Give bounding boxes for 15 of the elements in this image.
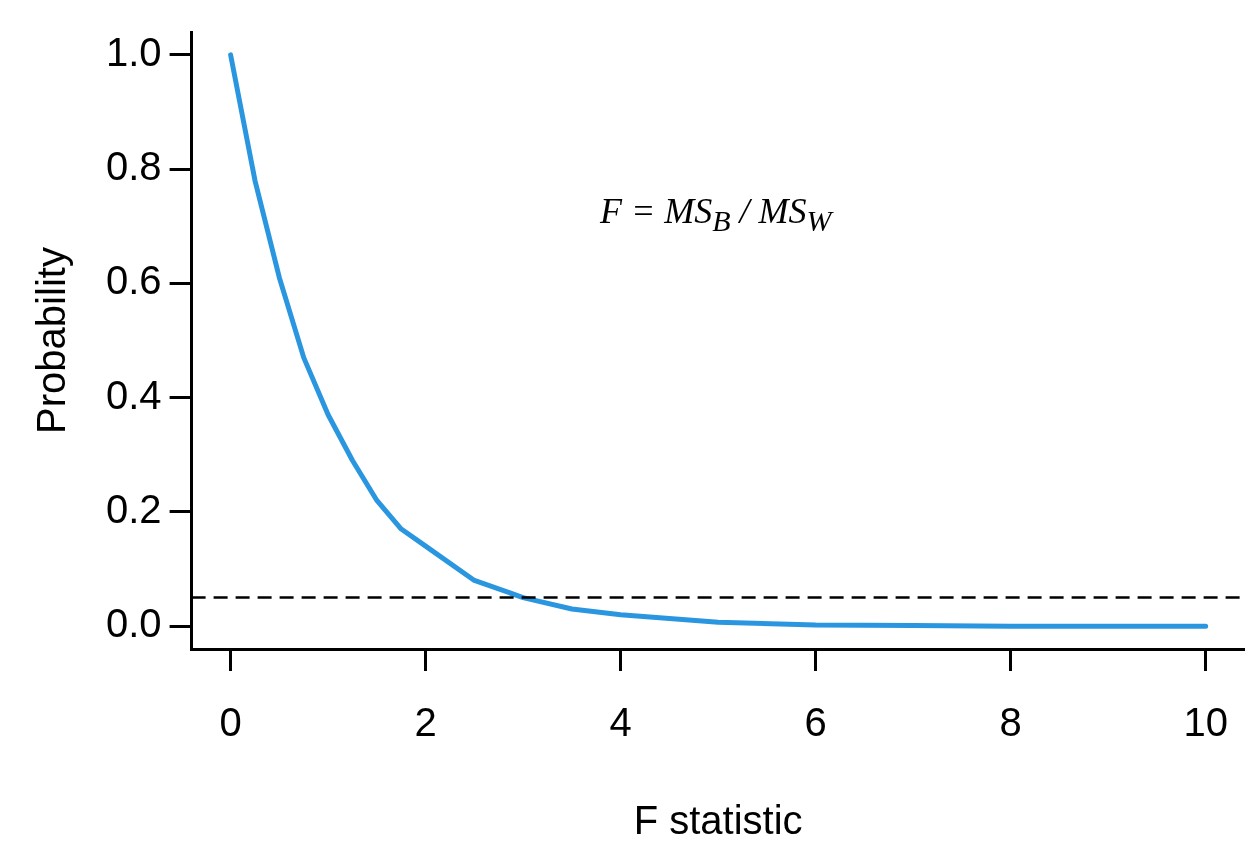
- x-tick-label: 0: [219, 700, 242, 745]
- y-tick-label: 0.4: [106, 372, 162, 417]
- x-axis-title: F statistic: [633, 798, 803, 843]
- y-tick-label: 0.2: [106, 486, 162, 531]
- x-tick-label: 8: [999, 700, 1022, 745]
- x-tick-label: 2: [414, 700, 437, 745]
- y-tick-label: 1.0: [106, 29, 162, 74]
- y-tick-label: 0.8: [106, 144, 162, 189]
- x-tick-label: 6: [804, 700, 827, 745]
- y-tick-label: 0.0: [106, 601, 162, 646]
- y-tick-label: 0.6: [106, 258, 162, 303]
- annotation: F = MS$_{B}$ / MS$_{W}$: [600, 190, 832, 239]
- x-tick-label: 10: [1183, 700, 1228, 745]
- x-tick-label: 4: [609, 700, 632, 745]
- y-axis-title: Probability: [29, 247, 74, 434]
